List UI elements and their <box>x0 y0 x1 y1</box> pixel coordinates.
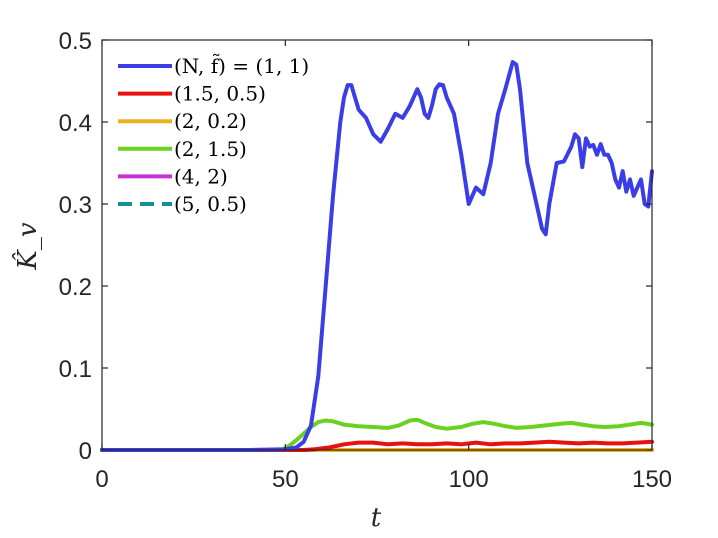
ticks-layer: 0 50 100 150 0 0.1 0.2 0.3 0.4 0.5 <box>59 28 672 493</box>
y-tick-label: 0.4 <box>59 110 92 137</box>
y-axis-label: K̂_v <box>12 222 43 270</box>
axes-layer <box>101 39 653 451</box>
legend-label-4: (4, 2) <box>174 164 228 188</box>
x-tick-label: 50 <box>272 466 299 493</box>
legend-label-5: (5, 0.5) <box>174 192 247 216</box>
legend-label-0: (N, f̃) = (1, 1) <box>174 54 309 78</box>
plot-frame <box>101 39 653 451</box>
legend-label-3: (2, 1.5) <box>174 137 247 161</box>
legend-label-1: (1.5, 0.5) <box>174 82 266 106</box>
series-line-0 <box>100 60 654 452</box>
x-tick-label: 0 <box>95 466 108 493</box>
y-axis-label-group: K̂_v <box>12 222 43 270</box>
x-tick-label: 100 <box>449 466 489 493</box>
legend-label-2: (2, 0.2) <box>174 109 247 133</box>
y-tick-label: 0.5 <box>59 28 92 55</box>
x-axis-label: t <box>371 503 382 533</box>
y-tick-label: 0.1 <box>59 356 92 383</box>
legend: (N, f̃) = (1, 1) (1.5, 0.5) (2, 0.2) (2, 1.… <box>118 54 309 216</box>
series-line-1 <box>100 439 654 452</box>
series-line-3 <box>100 417 654 452</box>
y-tick-label: 0.3 <box>59 192 92 219</box>
y-tick-label: 0.2 <box>59 274 92 301</box>
y-tick-label: 0 <box>79 438 92 465</box>
x-tick-label: 150 <box>632 466 672 493</box>
